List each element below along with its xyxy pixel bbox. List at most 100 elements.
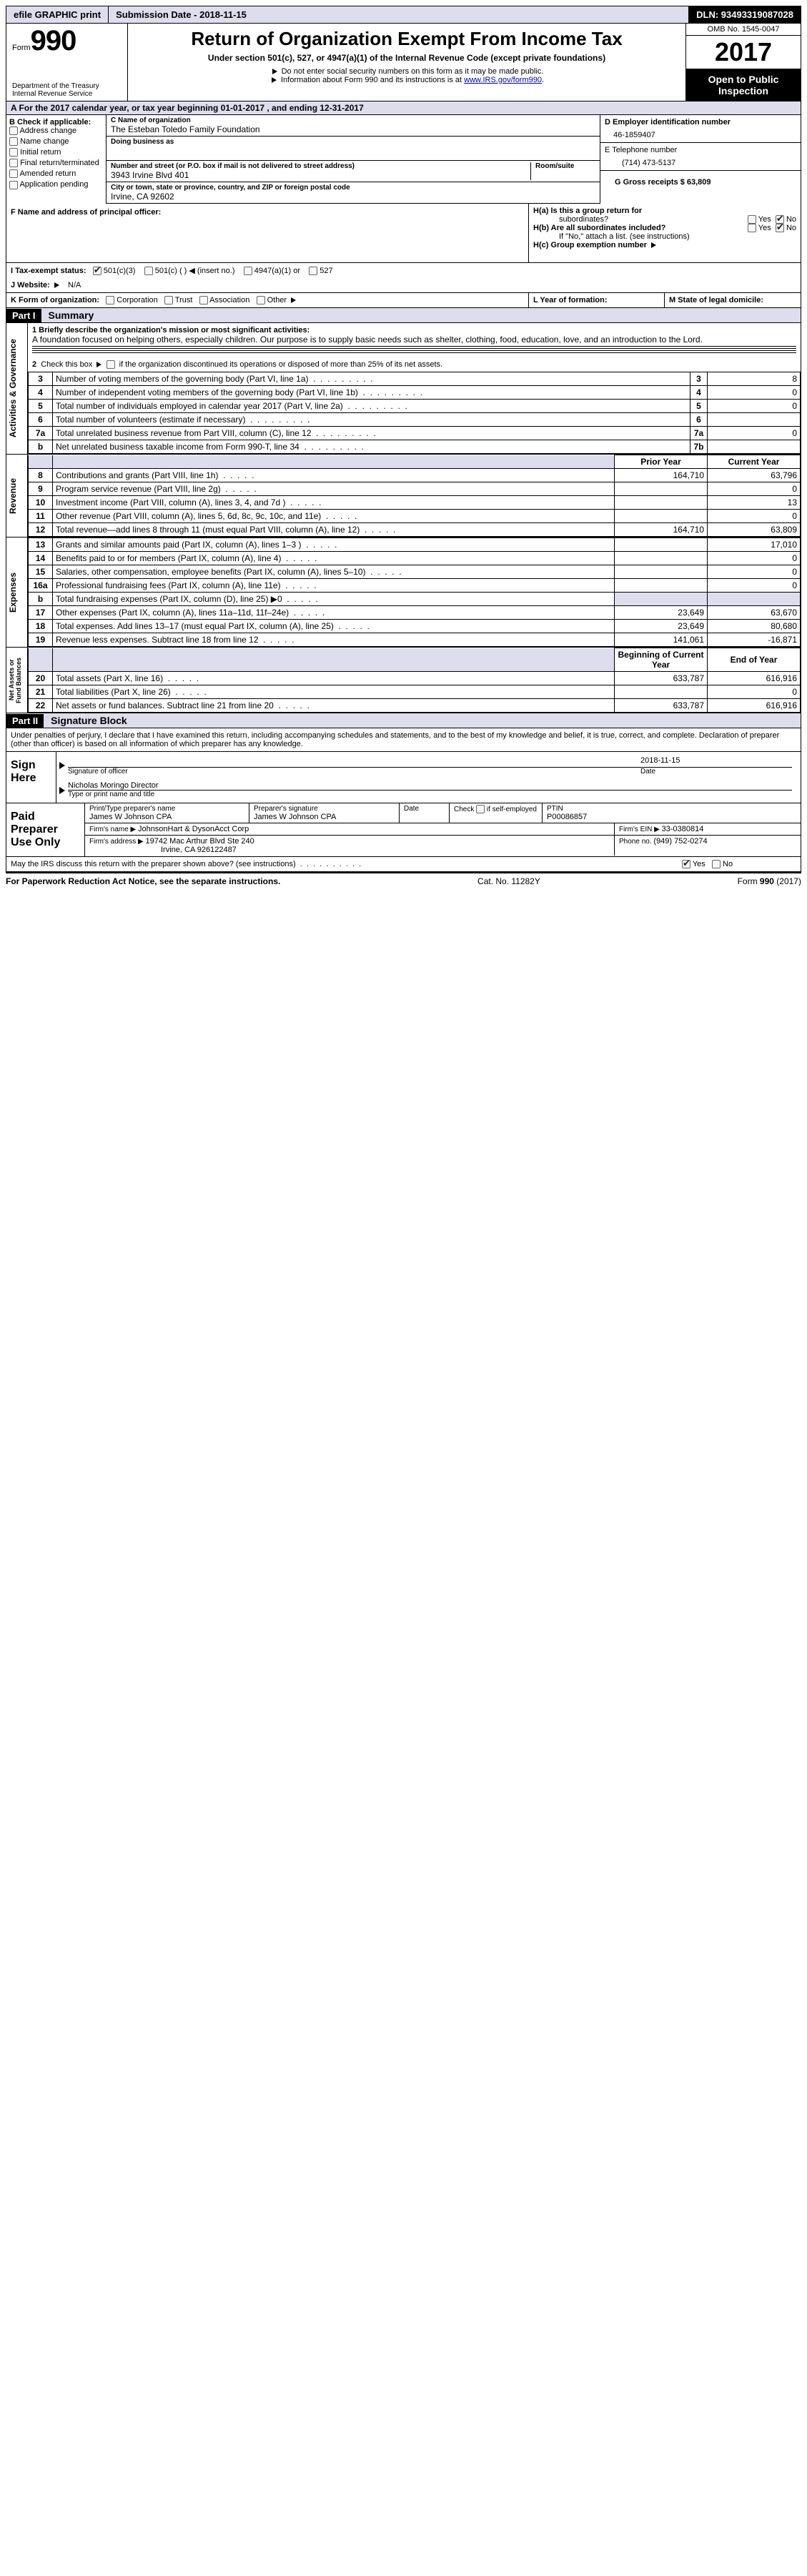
prior-year-value [615,496,708,510]
line-number: 13 [29,538,53,552]
check-corporation[interactable] [106,296,114,304]
city-value: Irvine, CA 92602 [111,192,595,202]
tax-year: 2017 [686,36,801,69]
line-text: Net unrelated business taxable income fr… [53,440,690,454]
form-990-label: 990 [31,26,76,55]
prior-year-value [615,579,708,593]
line-number: 5 [29,400,53,413]
check-self-employed[interactable] [476,805,485,813]
irs-label: Internal Revenue Service [12,90,122,98]
check-4947a1[interactable] [244,267,252,275]
check-trust[interactable] [164,296,173,304]
line-number: 4 [29,386,53,400]
check-association[interactable] [199,296,208,304]
current-year-value: 80,680 [708,620,801,633]
efile-print-button[interactable]: efile GRAPHIC print [6,6,109,23]
check-501c[interactable] [144,267,153,275]
check-name-change[interactable]: Name change [9,137,103,146]
irs-link[interactable]: www.IRS.gov/form990 [464,76,542,84]
line-value: 0 [708,386,801,400]
ptin-value: P00086857 [547,813,796,821]
line-number: 10 [29,496,53,510]
check-address-change[interactable]: Address change [9,127,103,135]
ha-yes-checkbox[interactable] [748,215,756,224]
dba-label: Doing business as [111,138,595,146]
arrow-icon [59,762,65,769]
preparer-name-label: Print/Type preparer's name [89,805,244,813]
line-ref: 4 [690,386,708,400]
form-word: Form [12,44,31,52]
section-bcd: B Check if applicable: Address change Na… [6,115,801,204]
line-text: Total unrelated business revenue from Pa… [53,427,690,440]
telephone-label: E Telephone number [605,146,796,154]
arrow-icon [651,242,656,248]
hc-label: H(c) Group exemption number [533,241,647,249]
net-assets-section: Net Assets or Fund Balances Beginning of… [6,648,801,713]
part-i-title: Summary [41,308,102,322]
arrow-icon [272,77,277,83]
expenses-table: 13 Grants and similar amounts paid (Part… [28,538,801,647]
line1-label: 1 Briefly describe the organization's mi… [32,326,796,335]
current-year-value: 63,670 [708,606,801,620]
form-header: Form 990 Department of the Treasury Inte… [6,24,801,101]
room-label: Room/suite [535,162,595,170]
line-text: Salaries, other compensation, employee b… [53,565,615,579]
arrow-icon [291,297,296,303]
line-number: 7a [29,427,53,440]
check-527[interactable] [309,267,317,275]
current-year-value: 0 [708,685,801,699]
hb-yes-checkbox[interactable] [748,224,756,232]
line-number: 11 [29,510,53,523]
discuss-no-checkbox[interactable] [712,860,721,868]
line-number: b [29,593,53,606]
discuss-yes-checkbox[interactable] [682,860,690,868]
prior-year-value [615,685,708,699]
check-final-return[interactable]: Final return/terminated [9,159,103,167]
part-i-tag: Part I [6,309,41,322]
state-domicile-label: M State of legal domicile: [669,296,763,304]
top-bar: efile GRAPHIC print Submission Date - 20… [6,6,801,24]
line-number: 8 [29,469,53,482]
org-name-label: C Name of organization [111,117,595,124]
hb-label: H(b) Are all subordinates included? [533,224,665,232]
line-value: 0 [708,427,801,440]
firm-ein-label: Firm's EIN ▶ [619,826,660,833]
firm-name-label: Firm's name ▶ [89,826,136,833]
check-other[interactable] [257,296,265,304]
prior-year-value: 633,787 [615,672,708,685]
check-initial-return[interactable]: Initial return [9,148,103,157]
prior-year-value: 141,061 [615,633,708,647]
firm-name-value: JohnsonHart & DysonAcct Corp [138,825,249,833]
arrow-icon [272,69,277,74]
check-discontinued[interactable] [107,360,115,369]
check-application-pending[interactable]: Application pending [9,180,103,189]
perjury-declaration: Under penalties of perjury, I declare th… [6,728,801,751]
prior-year-value [615,552,708,565]
preparer-sig-label: Preparer's signature [254,805,395,813]
ein-value: 46-1859407 [605,127,796,139]
part-ii-body: Under penalties of perjury, I declare th… [6,728,801,872]
line-text: Investment income (Part VIII, column (A)… [53,496,615,510]
check-amended-return[interactable]: Amended return [9,169,103,178]
current-year-value: 63,809 [708,523,801,537]
current-year-value: -16,871 [708,633,801,647]
pra-notice: For Paperwork Reduction Act Notice, see … [6,876,280,886]
line-text: Contributions and grants (Part VIII, lin… [53,469,615,482]
line-number: 19 [29,633,53,647]
current-year-value: 13 [708,496,801,510]
hb-no-checkbox[interactable] [776,224,784,232]
section-b: B Check if applicable: Address change Na… [6,115,107,204]
prior-year-value [615,538,708,552]
current-year-value: 0 [708,565,801,579]
line-ref: 7b [690,440,708,454]
line-text: Grants and similar amounts paid (Part IX… [53,538,615,552]
part-i-header: Part I Summary [6,308,801,323]
current-year-value: 63,796 [708,469,801,482]
check-501c3[interactable] [93,267,102,275]
form-of-org-label: K Form of organization: [11,296,99,304]
gross-receipts: G Gross receipts $ 63,809 [615,178,711,187]
preparer-name-value: James W Johnson CPA [89,813,244,821]
line-text: Total liabilities (Part X, line 26) . . … [53,685,615,699]
form-number: Form 990 [12,26,122,55]
line-text: Number of voting members of the governin… [53,372,690,386]
